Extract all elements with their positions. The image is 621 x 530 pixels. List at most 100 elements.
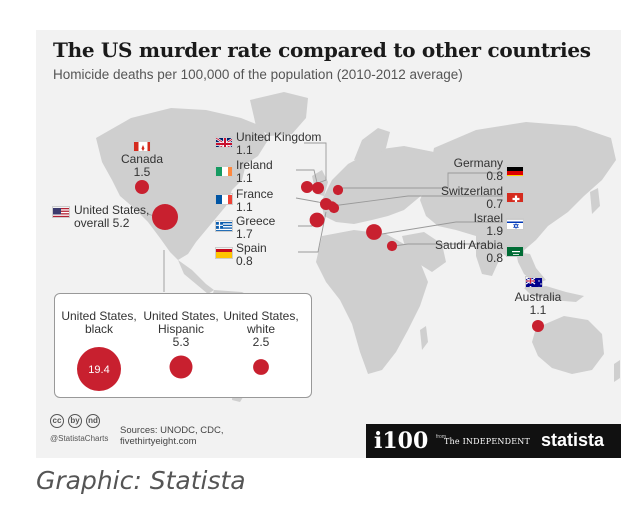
nd-icon: nd: [86, 414, 100, 428]
i100-logo: i100: [374, 428, 429, 454]
inset-white-line1: United States,: [223, 309, 299, 323]
label-spain-value: 0.8: [236, 254, 253, 268]
bubble-united-states: [152, 204, 178, 230]
leader-switzerland: [331, 195, 503, 207]
footer: cc by nd @StatistaCharts Sources: UNODC,…: [36, 408, 621, 458]
by-icon: by: [68, 414, 82, 428]
inset-black-line2: black: [84, 322, 113, 336]
scandinavia-land: [354, 128, 390, 160]
spain-flag-icon: [215, 247, 233, 259]
bubble-canada: [135, 180, 149, 194]
bubble-israel: [366, 224, 382, 240]
leader-israel: [381, 221, 503, 235]
world-map: [96, 92, 620, 402]
leader-saudi: [393, 243, 486, 247]
inset-hispanic-value: 5.3: [172, 335, 190, 349]
label-germany: Germany 0.8: [438, 157, 503, 183]
label-united-kingdom: United Kingdom 1.1: [236, 131, 321, 157]
inset-bubble-black: [77, 347, 121, 391]
inset-bubble-white: [253, 359, 269, 375]
germany-flag-icon: [506, 165, 524, 177]
label-ireland: Ireland 1.1: [236, 159, 273, 185]
label-switzerland-value: 0.7: [486, 197, 503, 211]
label-greece-value: 1.7: [236, 227, 253, 241]
label-israel-value: 1.9: [486, 224, 503, 238]
label-saudi-arabia: Saudi Arabia 0.8: [418, 239, 503, 265]
label-saudi-value: 0.8: [486, 251, 503, 265]
label-spain-name: Spain: [236, 241, 267, 255]
japan-land: [590, 188, 600, 214]
label-spain: Spain 0.8: [236, 242, 267, 268]
us-flag-icon: [52, 206, 70, 218]
label-uk-value: 1.1: [236, 143, 253, 157]
landmasses: [96, 92, 620, 402]
inset-hispanic-line1: United States,: [143, 309, 219, 323]
cc-icon: cc: [50, 414, 64, 428]
us-breakdown-panel: United States, black United States, Hisp…: [54, 293, 312, 398]
leader-ireland: [296, 169, 319, 188]
saudi-arabia-flag-icon: [506, 245, 524, 257]
chart-title: The US murder rate compared to other cou…: [53, 38, 591, 62]
sources: Sources: UNODC, CDC, fivethirtyeight.com: [120, 425, 223, 447]
inset-label-white: United States, white 2.5: [221, 310, 301, 349]
central-america-land: [178, 260, 214, 294]
australia-flag-icon: [525, 276, 543, 288]
sources-line1: Sources: UNODC, CDC,: [120, 425, 224, 436]
label-australia-value: 1.1: [529, 303, 547, 317]
greenland-land: [250, 92, 308, 136]
independent-from-text: from: [436, 434, 446, 440]
bubble-germany: [332, 184, 344, 196]
label-greece-name: Greece: [236, 214, 276, 228]
label-israel: Israel 1.9: [448, 212, 503, 238]
label-canada-name: Canada: [120, 152, 164, 166]
france-flag-icon: [215, 193, 233, 205]
sources-line2: fivethirtyeight.com: [120, 436, 197, 447]
greece-flag-icon: [215, 220, 233, 232]
uk-flag-icon: [215, 136, 233, 148]
label-germany-name: Germany: [453, 156, 503, 170]
label-switzerland-name: Switzerland: [440, 184, 503, 198]
bubble-saudi-arabia: [386, 240, 398, 252]
inset-black-line1: United States,: [61, 309, 137, 323]
label-us-value: overall 5.2: [74, 216, 130, 230]
australia-land: [532, 316, 604, 374]
label-australia: Australia 1.1: [508, 291, 568, 317]
label-australia-name: Australia: [514, 290, 562, 304]
inset-bubble-hispanic: [169, 355, 193, 379]
madagascar-land: [420, 326, 428, 350]
bubbles: [135, 180, 544, 332]
india-land: [476, 236, 502, 276]
bubble-united-kingdom: [301, 181, 313, 193]
label-canada: Canada 1.5: [118, 153, 166, 179]
chart-subtitle: Homicide deaths per 100,000 of the popul…: [53, 67, 463, 82]
label-us-name: United States,: [74, 203, 150, 217]
ireland-flag-icon: [215, 165, 233, 177]
label-ireland-name: Ireland: [236, 158, 273, 172]
footer-brand-bar: i100 from The INDEPENDENT statista: [366, 424, 621, 458]
bubble-switzerland: [327, 201, 337, 211]
label-saudi-name: Saudi Arabia: [434, 238, 503, 252]
label-germany-value: 0.8: [486, 169, 503, 183]
new-zealand-land: [614, 360, 620, 382]
label-uk-name: United Kingdom: [236, 130, 322, 144]
indonesia-land: [524, 286, 584, 302]
graphic-credit: Graphic: Statista: [36, 466, 246, 495]
label-switzerland: Switzerland 0.7: [428, 185, 503, 211]
inset-label-black: United States, black: [59, 310, 139, 336]
arabia-land: [402, 232, 446, 272]
inset-bubbles: 19.4: [77, 347, 269, 391]
europe-land: [321, 146, 438, 224]
leader-germany: [338, 172, 503, 189]
inset-white-value: 2.5: [252, 335, 270, 349]
inset-label-hispanic: United States, Hispanic 5.3: [141, 310, 221, 349]
label-greece: Greece 1.7: [236, 215, 275, 241]
asia-land: [420, 122, 616, 256]
canada-flag-icon: [133, 140, 151, 152]
infographic-card: The US murder rate compared to other cou…: [36, 30, 621, 458]
independent-logo: The INDEPENDENT: [444, 437, 530, 446]
bubble-ireland: [312, 182, 324, 194]
label-israel-name: Israel: [473, 211, 503, 225]
label-united-states: United States, overall 5.2: [74, 204, 149, 230]
inset-hispanic-line2: Hispanic: [157, 322, 205, 336]
label-ireland-value: 1.1: [236, 171, 253, 185]
